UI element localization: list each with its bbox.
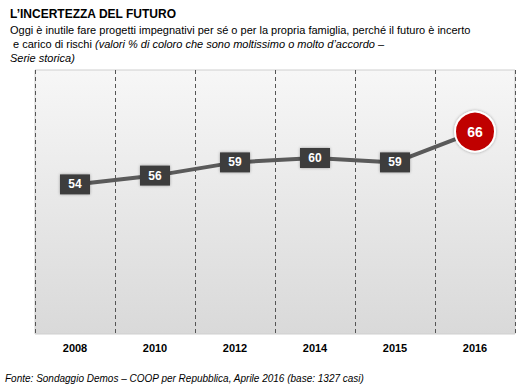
svg-text:60: 60	[308, 151, 322, 165]
svg-text:2012: 2012	[223, 342, 247, 354]
svg-text:66: 66	[467, 124, 483, 140]
svg-text:59: 59	[388, 155, 402, 169]
svg-text:56: 56	[148, 169, 162, 183]
svg-text:2016: 2016	[463, 342, 487, 354]
svg-text:Oggi è inutile fare progetti i: Oggi è inutile fare progetti impegnativi…	[10, 24, 470, 36]
svg-text:59: 59	[228, 155, 242, 169]
svg-text:e carico di rischi: e carico di rischi	[10, 38, 92, 50]
svg-text:2015: 2015	[383, 342, 407, 354]
svg-text:2014: 2014	[303, 342, 328, 354]
svg-text:54: 54	[68, 177, 82, 191]
svg-text:Fonte: Sondaggio Demos – COOP: Fonte: Sondaggio Demos – COOP per Repubb…	[5, 373, 364, 384]
svg-text:Serie storica): Serie storica)	[10, 52, 75, 64]
svg-text:L’INCERTEZZA DEL FUTURO: L’INCERTEZZA DEL FUTURO	[10, 7, 176, 21]
svg-text:2010: 2010	[143, 342, 167, 354]
svg-text:(valori % di coloro che sono m: (valori % di coloro che sono moltissimo …	[95, 38, 387, 50]
svg-text:2008: 2008	[63, 342, 87, 354]
